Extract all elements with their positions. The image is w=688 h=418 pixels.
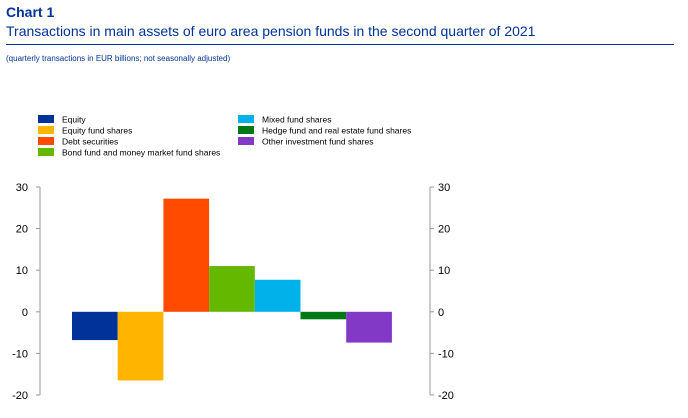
bar-3: [163, 198, 210, 312]
legend-swatch: [238, 137, 254, 145]
legend-swatch: [38, 115, 54, 123]
legend-swatch: [38, 126, 54, 134]
bar-5: [254, 279, 301, 312]
legend-label: Bond fund and money market fund shares: [62, 148, 220, 158]
y-tick-label-right: 10: [438, 265, 450, 277]
bar-4: [209, 266, 255, 312]
bar-2: [117, 311, 164, 381]
legend-swatch: [238, 115, 254, 123]
y-tick-label-left: 20: [16, 224, 28, 236]
chart-subtitle: (quarterly transactions in EUR billions;…: [6, 54, 231, 63]
y-tick-label-right: 30: [438, 182, 450, 194]
legend-swatch: [38, 148, 54, 156]
legend-label: Mixed fund shares: [262, 115, 331, 125]
y-tick-label-left: 30: [16, 182, 28, 194]
bar-7: [346, 311, 392, 343]
chart-number: Chart 1: [6, 4, 55, 20]
legend-label: Hedge fund and real estate fund shares: [262, 126, 411, 136]
y-tick-label-right: -20: [438, 390, 454, 402]
y-tick-label-left: -10: [12, 348, 28, 360]
chart-title: Transactions in main assets of euro area…: [6, 21, 674, 45]
legend-label: Equity: [62, 115, 86, 125]
legend-label: Other investment fund shares: [262, 137, 374, 147]
y-tick-label-right: 0: [438, 307, 444, 319]
legend-label: Equity fund shares: [62, 126, 132, 136]
legend-label: Debt securities: [62, 137, 118, 147]
legend-swatch: [238, 126, 254, 134]
chart-header: Chart 1 Transactions in main assets of e…: [6, 4, 674, 63]
y-tick-label-left: 0: [22, 307, 28, 319]
y-tick-label-left: -20: [12, 390, 28, 402]
y-tick-label-right: 20: [438, 224, 450, 236]
y-tick-label-left: 10: [16, 265, 28, 277]
y-tick-label-right: -10: [438, 348, 454, 360]
bar-1: [72, 311, 118, 341]
legend-swatch: [38, 137, 54, 145]
bar-6: [300, 311, 347, 320]
